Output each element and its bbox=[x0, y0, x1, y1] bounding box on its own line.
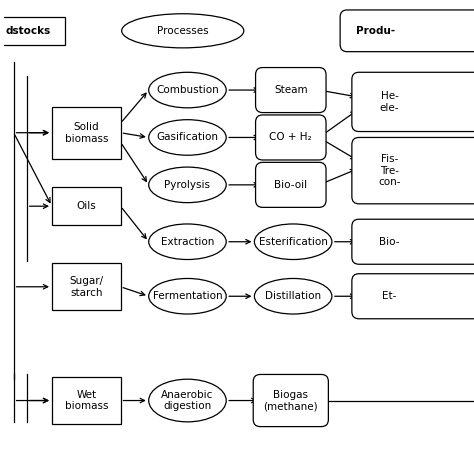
FancyBboxPatch shape bbox=[340, 10, 474, 52]
Text: Steam: Steam bbox=[274, 85, 308, 95]
Text: Extraction: Extraction bbox=[161, 237, 214, 247]
Text: Fis-
Tre-
con-: Fis- Tre- con- bbox=[378, 154, 401, 187]
Text: Gasification: Gasification bbox=[156, 132, 219, 143]
Text: Fermentation: Fermentation bbox=[153, 291, 222, 301]
FancyBboxPatch shape bbox=[352, 137, 474, 204]
FancyBboxPatch shape bbox=[53, 377, 120, 424]
Ellipse shape bbox=[149, 120, 226, 155]
FancyBboxPatch shape bbox=[0, 17, 65, 45]
Ellipse shape bbox=[149, 379, 226, 422]
Ellipse shape bbox=[149, 279, 226, 314]
Text: Solid
biomass: Solid biomass bbox=[65, 122, 108, 144]
Text: Produ-: Produ- bbox=[356, 26, 395, 36]
FancyBboxPatch shape bbox=[255, 163, 326, 208]
Text: Wet
biomass: Wet biomass bbox=[65, 390, 108, 411]
Ellipse shape bbox=[149, 167, 226, 203]
Text: Sugar/
starch: Sugar/ starch bbox=[69, 276, 103, 298]
Ellipse shape bbox=[122, 14, 244, 48]
Text: Distillation: Distillation bbox=[265, 291, 321, 301]
Ellipse shape bbox=[255, 279, 332, 314]
FancyBboxPatch shape bbox=[53, 107, 120, 159]
Text: Pyrolysis: Pyrolysis bbox=[164, 180, 210, 190]
Text: Bio-: Bio- bbox=[379, 237, 400, 247]
Text: Anaerobic
digestion: Anaerobic digestion bbox=[161, 390, 214, 411]
Text: Bio-oil: Bio-oil bbox=[274, 180, 307, 190]
Text: dstocks: dstocks bbox=[5, 26, 50, 36]
Text: He-
ele-: He- ele- bbox=[380, 91, 399, 113]
Text: Esterification: Esterification bbox=[259, 237, 328, 247]
Ellipse shape bbox=[149, 73, 226, 108]
Text: CO + H₂: CO + H₂ bbox=[270, 132, 312, 143]
Ellipse shape bbox=[255, 224, 332, 260]
Ellipse shape bbox=[149, 224, 226, 260]
FancyBboxPatch shape bbox=[255, 115, 326, 160]
Text: Processes: Processes bbox=[157, 26, 209, 36]
FancyBboxPatch shape bbox=[352, 274, 474, 319]
FancyBboxPatch shape bbox=[53, 187, 120, 225]
FancyBboxPatch shape bbox=[352, 72, 474, 131]
Text: Biogas
(methane): Biogas (methane) bbox=[264, 390, 318, 411]
FancyBboxPatch shape bbox=[352, 219, 474, 264]
FancyBboxPatch shape bbox=[255, 67, 326, 113]
Text: Et-: Et- bbox=[382, 291, 397, 301]
Text: Oils: Oils bbox=[77, 201, 96, 211]
FancyBboxPatch shape bbox=[253, 374, 328, 427]
FancyBboxPatch shape bbox=[53, 263, 120, 310]
Text: Combustion: Combustion bbox=[156, 85, 219, 95]
